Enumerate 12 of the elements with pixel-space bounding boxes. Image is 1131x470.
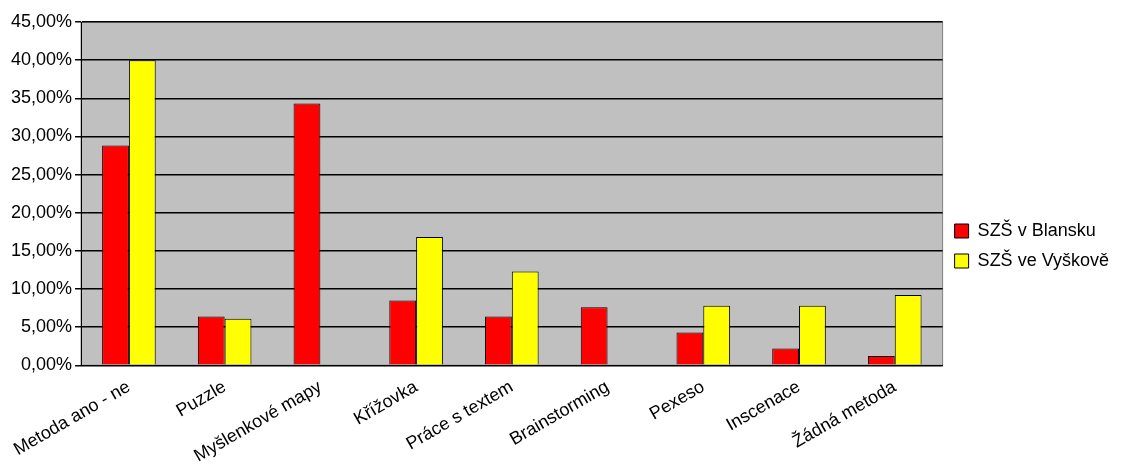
y-tick-label: 20,00% [10,201,73,222]
y-tick-label: 15,00% [10,239,73,260]
y-tick-label: 35,00% [10,87,73,108]
legend-label: SZŠ ve Vyškově [977,248,1110,270]
legend-label: SZŠ v Blansku [977,218,1096,240]
y-tick-label: 0,00% [21,354,73,375]
y-tick-label: 30,00% [10,125,73,146]
y-tick-label: 10,00% [10,277,73,298]
y-tick-label: 40,00% [10,49,73,70]
y-tick-label: 45,00% [10,10,73,31]
y-tick-label: 25,00% [10,163,73,184]
y-tick-label: 5,00% [21,316,73,337]
